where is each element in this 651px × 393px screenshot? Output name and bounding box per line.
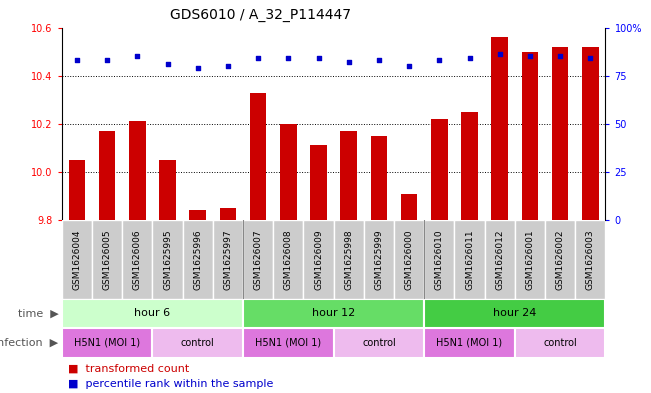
Text: GSM1626011: GSM1626011 — [465, 229, 474, 290]
Bar — [333, 328, 424, 358]
Bar — [243, 328, 333, 358]
Bar — [492, 37, 508, 220]
Point — [525, 53, 535, 59]
Bar — [183, 220, 213, 299]
Bar — [122, 220, 152, 299]
Bar — [333, 220, 364, 299]
Bar — [424, 299, 605, 328]
Bar — [219, 208, 236, 220]
Text: GSM1626007: GSM1626007 — [254, 229, 262, 290]
Text: GSM1625999: GSM1625999 — [374, 229, 383, 290]
Text: ■  transformed count: ■ transformed count — [68, 363, 189, 373]
Text: H5N1 (MOI 1): H5N1 (MOI 1) — [74, 338, 140, 348]
Text: control: control — [181, 338, 215, 348]
Bar — [515, 220, 545, 299]
Bar — [424, 328, 515, 358]
Point — [193, 65, 203, 71]
Text: GSM1626000: GSM1626000 — [405, 229, 413, 290]
Text: GSM1626006: GSM1626006 — [133, 229, 142, 290]
Bar — [62, 220, 92, 299]
Text: GSM1626008: GSM1626008 — [284, 229, 293, 290]
Text: time  ▶: time ▶ — [18, 309, 59, 318]
Bar — [424, 220, 454, 299]
Point — [344, 59, 354, 65]
Point — [72, 57, 82, 63]
Bar — [250, 92, 266, 220]
Bar — [401, 194, 417, 220]
Bar — [521, 51, 538, 220]
Bar — [68, 160, 85, 220]
Text: GSM1625998: GSM1625998 — [344, 229, 353, 290]
Point — [283, 55, 294, 61]
Point — [162, 61, 173, 67]
Bar — [152, 328, 243, 358]
Text: GSM1626002: GSM1626002 — [556, 229, 564, 290]
Point — [313, 55, 324, 61]
Text: infection  ▶: infection ▶ — [0, 338, 59, 348]
Bar — [189, 211, 206, 220]
Bar — [370, 136, 387, 220]
Bar — [454, 220, 484, 299]
Text: GDS6010 / A_32_P114447: GDS6010 / A_32_P114447 — [170, 8, 351, 22]
Bar — [243, 299, 424, 328]
Point — [434, 57, 445, 63]
Point — [495, 51, 505, 58]
Bar — [431, 119, 448, 220]
Point — [102, 57, 113, 63]
Text: GSM1625997: GSM1625997 — [223, 229, 232, 290]
Text: GSM1626003: GSM1626003 — [586, 229, 595, 290]
Bar — [461, 112, 478, 220]
Bar — [575, 220, 605, 299]
Text: GSM1626005: GSM1626005 — [103, 229, 111, 290]
Text: H5N1 (MOI 1): H5N1 (MOI 1) — [436, 338, 503, 348]
Bar — [340, 131, 357, 220]
Point — [253, 55, 264, 61]
Bar — [99, 131, 115, 220]
Bar — [280, 124, 297, 220]
Point — [132, 53, 143, 59]
Text: GSM1626010: GSM1626010 — [435, 229, 444, 290]
Bar — [152, 220, 183, 299]
Bar — [545, 220, 575, 299]
Bar — [243, 220, 273, 299]
Text: hour 24: hour 24 — [493, 309, 536, 318]
Text: GSM1625995: GSM1625995 — [163, 229, 172, 290]
Text: ■  percentile rank within the sample: ■ percentile rank within the sample — [68, 379, 273, 389]
Text: H5N1 (MOI 1): H5N1 (MOI 1) — [255, 338, 322, 348]
Point — [464, 55, 475, 61]
Bar — [311, 145, 327, 220]
Bar — [62, 299, 243, 328]
Point — [555, 53, 565, 59]
Text: GSM1626001: GSM1626001 — [525, 229, 534, 290]
Bar — [303, 220, 333, 299]
Bar — [273, 220, 303, 299]
Text: hour 6: hour 6 — [134, 309, 171, 318]
Point — [585, 55, 596, 61]
Bar — [582, 47, 599, 220]
Bar — [552, 47, 568, 220]
Bar — [213, 220, 243, 299]
Text: GSM1625996: GSM1625996 — [193, 229, 202, 290]
Bar — [159, 160, 176, 220]
Text: hour 12: hour 12 — [312, 309, 355, 318]
Bar — [515, 328, 605, 358]
Point — [374, 57, 384, 63]
Bar — [394, 220, 424, 299]
Text: control: control — [362, 338, 396, 348]
Text: GSM1626009: GSM1626009 — [314, 229, 323, 290]
Bar — [484, 220, 515, 299]
Text: control: control — [543, 338, 577, 348]
Bar — [364, 220, 394, 299]
Point — [223, 63, 233, 69]
Text: GSM1626004: GSM1626004 — [72, 229, 81, 290]
Bar — [129, 121, 146, 220]
Text: GSM1626012: GSM1626012 — [495, 229, 505, 290]
Bar — [92, 220, 122, 299]
Point — [404, 63, 414, 69]
Bar — [62, 328, 152, 358]
